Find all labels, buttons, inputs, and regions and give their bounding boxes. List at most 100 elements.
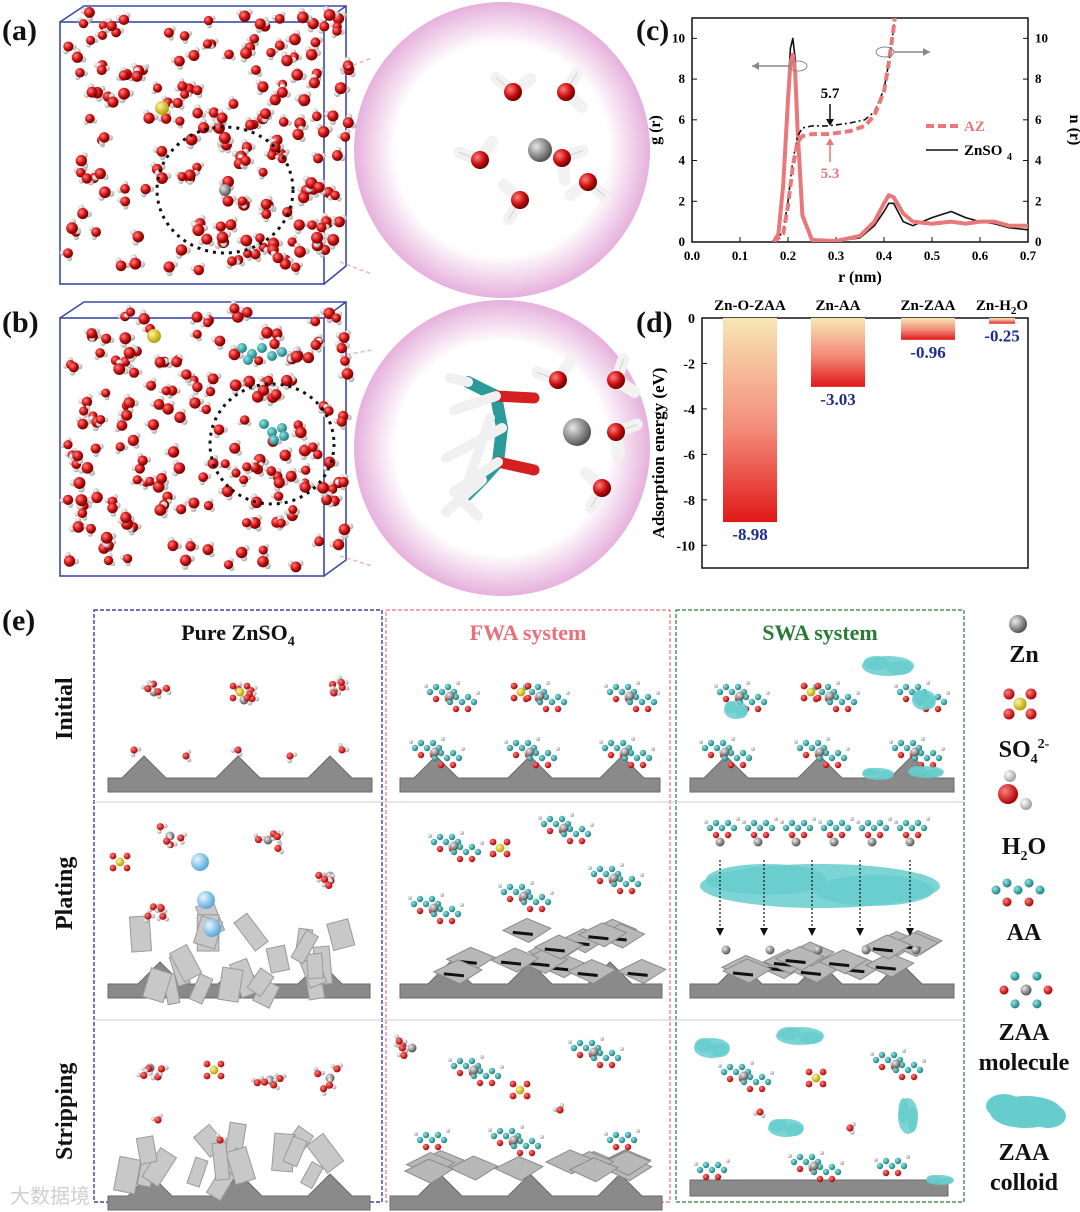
hydrogen-atom — [750, 1061, 754, 1065]
oxygen-atom — [179, 31, 190, 41]
carbon-atom — [802, 739, 810, 747]
oxygen-atom — [86, 86, 98, 98]
legend-zaa-zn — [1020, 984, 1032, 996]
hydrogen-atom — [260, 836, 266, 841]
hydrogen-atom — [566, 691, 570, 695]
hydrogen-atom — [530, 881, 534, 885]
oxygen-atom — [163, 27, 174, 38]
carbon-atom — [582, 1044, 590, 1052]
oxygen-atom — [71, 51, 83, 63]
oxygen-atom — [338, 332, 350, 343]
carbon-atom — [844, 824, 852, 832]
hydrogen-atom — [230, 748, 236, 753]
oxygen-atom — [229, 442, 241, 454]
oxygen-atom — [456, 1069, 464, 1077]
panel-label-e: (e) — [2, 604, 36, 637]
carbon-atom — [443, 754, 451, 762]
oxygen-atom — [644, 705, 652, 713]
oxygen-atom — [320, 875, 329, 883]
legend-label-az: AZ — [964, 119, 985, 135]
legend-zaa-atom — [1010, 971, 1020, 981]
zn-substrate-flat — [689, 1179, 949, 1197]
carbon-atom — [462, 1062, 470, 1070]
oxygen-atom — [273, 832, 281, 841]
oxygen-atom — [146, 380, 157, 391]
hydrogen-atom — [620, 1047, 624, 1051]
oxygen-atom — [524, 694, 532, 702]
oxygen-atom — [175, 244, 188, 256]
oxygen-atom — [310, 316, 321, 327]
carbon-atom — [606, 1136, 614, 1144]
oxygen-atom — [295, 426, 307, 439]
oxygen-atom — [72, 450, 84, 462]
hydrogen-atom — [636, 1129, 640, 1133]
hydrogen-atom — [736, 817, 740, 821]
oxygen-atom — [86, 328, 97, 339]
oxygen-atom — [274, 844, 282, 852]
carbon-atom — [572, 830, 580, 838]
oxygen-atom — [193, 264, 205, 276]
carbon-atom — [633, 754, 641, 762]
carbon-atom — [832, 824, 840, 832]
oxygen-atom — [341, 368, 354, 380]
zn-dendrite-flake — [186, 1156, 209, 1188]
carbon-atom — [713, 744, 721, 752]
hydrogen-atom — [150, 1116, 156, 1122]
hydrogen-atom — [276, 839, 282, 844]
zinc-ion — [609, 873, 619, 883]
legend-h2o-oxygen — [998, 784, 1018, 804]
carbon-atom — [696, 1166, 704, 1174]
oxygen-atom — [242, 462, 252, 472]
zinc-ion — [563, 418, 591, 446]
plot-frame — [691, 17, 1029, 243]
oxygen-atom — [81, 462, 94, 474]
oxygen-atom — [228, 348, 241, 361]
oxygen-atom — [129, 257, 142, 270]
oxygen-atom — [934, 705, 942, 713]
y-tick-label: -8 — [683, 494, 695, 509]
oxygen-atom — [214, 335, 226, 347]
oxygen-atom — [144, 912, 152, 920]
oxygen-atom — [838, 831, 846, 839]
oxygen-atom — [278, 117, 289, 127]
legend-aa-carbon — [1013, 885, 1023, 895]
carbon-atom — [720, 1068, 728, 1076]
oxygen-atom — [132, 475, 142, 485]
carbon-atom — [602, 1054, 610, 1062]
zinc-ion — [735, 691, 745, 701]
oxygen-atom — [822, 761, 830, 769]
carbon-atom — [410, 900, 418, 908]
carbon-atom — [277, 423, 287, 433]
oxygen-atom — [844, 705, 852, 713]
hydrogen-atom — [550, 891, 554, 895]
bar-value-label: -0.25 — [984, 327, 1019, 346]
carbon-atom — [601, 744, 609, 752]
oxygen-atom — [746, 1085, 754, 1093]
carbon-atom — [638, 698, 646, 706]
zaa-colloid — [877, 771, 894, 780]
legend-aa-oxygen — [1002, 897, 1012, 907]
oxygen-atom — [750, 831, 758, 839]
gas-bubble — [191, 853, 209, 871]
oxygen-atom — [313, 181, 325, 193]
zn-substrate — [689, 755, 955, 793]
y-tick-label: 0 — [679, 234, 686, 249]
oxygen-atom — [316, 222, 327, 233]
oxygen-atom — [566, 837, 574, 845]
oxygen-atom — [310, 37, 321, 48]
hydrogen-atom — [856, 691, 860, 695]
zn-dendrite-flake — [305, 1132, 345, 1174]
carbon-atom — [882, 1157, 890, 1165]
hydrogen-atom — [336, 691, 342, 696]
carbon-atom — [434, 1131, 442, 1139]
oxygen-atom — [878, 1063, 886, 1071]
hydrogen-atom — [941, 747, 945, 751]
carbon-atom — [538, 893, 546, 901]
series-line — [772, 18, 897, 242]
zinc-ion — [867, 837, 877, 847]
carbon-atom — [890, 1051, 898, 1059]
hydrogen-atom — [600, 1037, 604, 1041]
oxygen-atom — [235, 546, 248, 559]
oxygen-atom — [174, 55, 185, 67]
oxygen-atom — [291, 262, 301, 273]
